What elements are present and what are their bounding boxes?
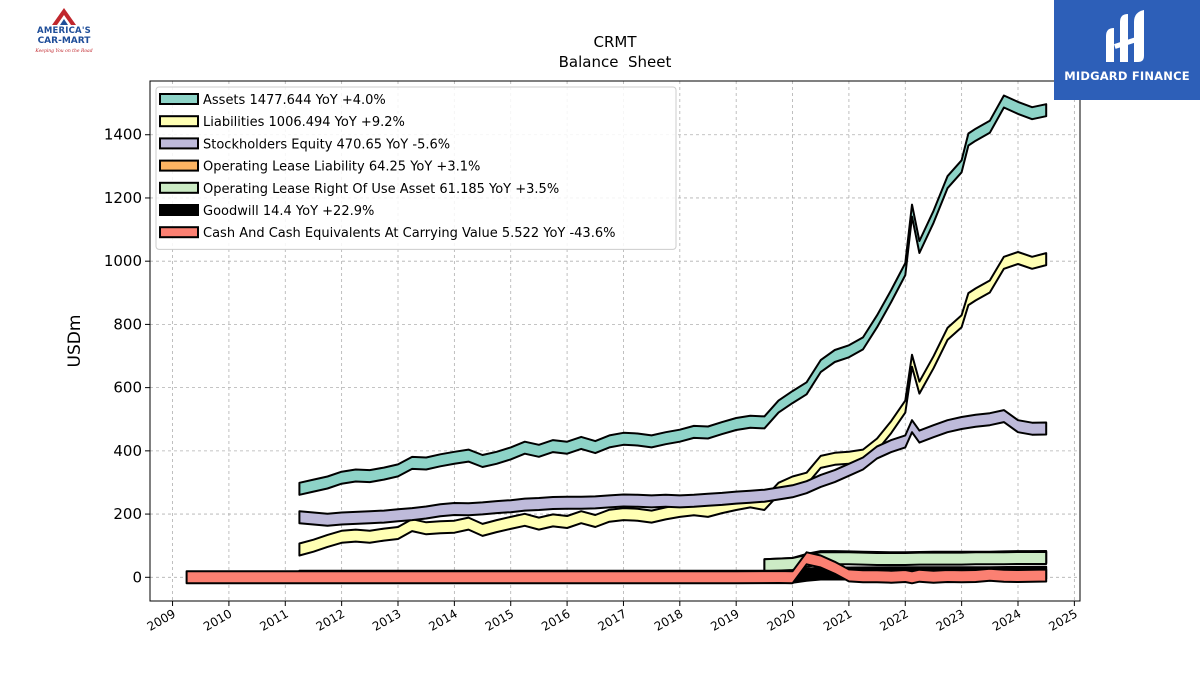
series-cash-and-cash-equivalents-at-carrying-value (185, 551, 1048, 585)
legend-entry: Goodwill 14.4 YoY +22.9% (203, 204, 374, 219)
americas-car-mart-logo: AMERICA'S CAR-MART Keeping You on the Ro… (24, 6, 104, 58)
legend-entry: Operating Lease Liability 64.25 YoY +3.1… (203, 160, 480, 175)
series-areas (185, 94, 1048, 585)
x-tick-label: 2010 (201, 606, 234, 633)
series-stockholders-equity (298, 409, 1048, 527)
x-tick-label: 2011 (257, 606, 290, 633)
legend: Assets 1477.644 YoY +4.0% Liabilities 100… (155, 86, 677, 250)
series-operating-lease-right-of-use-asset (763, 551, 1048, 573)
y-tick-label: 1200 (104, 189, 142, 207)
y-tick-label: 0 (132, 568, 142, 586)
plot-frame (149, 80, 1081, 602)
legend-entry: Liabilities 1006.494 YoY +9.2% (203, 115, 405, 130)
legend-entry: Operating Lease Right Of Use Asset 61.18… (203, 182, 559, 197)
x-tick-label: 2009 (145, 606, 178, 633)
logo-left-line2: CAR-MART (37, 36, 91, 46)
y-tick-label: 600 (113, 379, 142, 397)
x-tick-label: 2019 (708, 606, 741, 633)
logo-left-tagline: Keeping You on the Road (35, 49, 93, 54)
legend-entry: Stockholders Equity 470.65 YoY -5.6% (203, 137, 450, 152)
x-tick-label: 2025 (1046, 606, 1079, 633)
x-tick-label: 2024 (990, 606, 1023, 633)
x-tick-label: 2014 (426, 606, 459, 633)
y-axis-label: USDm (65, 315, 85, 368)
legend-entry: Assets 1477.644 YoY +4.0% (203, 93, 386, 108)
legend-swatch (159, 93, 199, 105)
legend-swatch (159, 137, 199, 150)
logo-right-name: MIDGARD FINANCE (1064, 69, 1190, 83)
midgard-finance-logo: MIDGARD FINANCE (1054, 0, 1200, 100)
y-tick-label: 1400 (104, 126, 142, 144)
chart-subtitle: Balance Sheet (559, 53, 672, 71)
x-tick-label: 2015 (483, 606, 516, 633)
x-tick-label: 2017 (596, 606, 629, 633)
legend-box (155, 86, 677, 250)
legend-swatch (159, 226, 199, 239)
series-assets (298, 94, 1048, 496)
x-tick-label: 2018 (652, 606, 685, 633)
y-tick-label: 400 (113, 442, 142, 460)
chart-title: CRMT (593, 33, 637, 51)
x-tick-label: 2021 (821, 606, 854, 633)
x-tick-label: 2020 (765, 606, 798, 633)
x-tick-label: 2016 (539, 606, 572, 633)
midgard-emblem-icon (1106, 10, 1144, 62)
car-mart-emblem-icon (52, 8, 76, 25)
series-liabilities (298, 251, 1048, 557)
logo-left-line1: AMERICA'S (37, 26, 91, 36)
legend-swatch (159, 159, 199, 172)
legend-swatch (159, 115, 199, 128)
x-tick-label: 2023 (934, 606, 967, 633)
legend-entry: Cash And Cash Equivalents At Carrying Va… (203, 226, 615, 241)
x-tick-label: 2013 (370, 606, 403, 633)
legend-swatch (159, 181, 199, 194)
y-tick-label: 800 (113, 315, 142, 333)
y-tick-label: 1000 (104, 252, 142, 270)
y-tick-label: 200 (113, 505, 142, 523)
x-tick-label: 2012 (314, 606, 347, 633)
legend-swatch (159, 204, 199, 216)
x-tick-label: 2022 (877, 606, 910, 633)
